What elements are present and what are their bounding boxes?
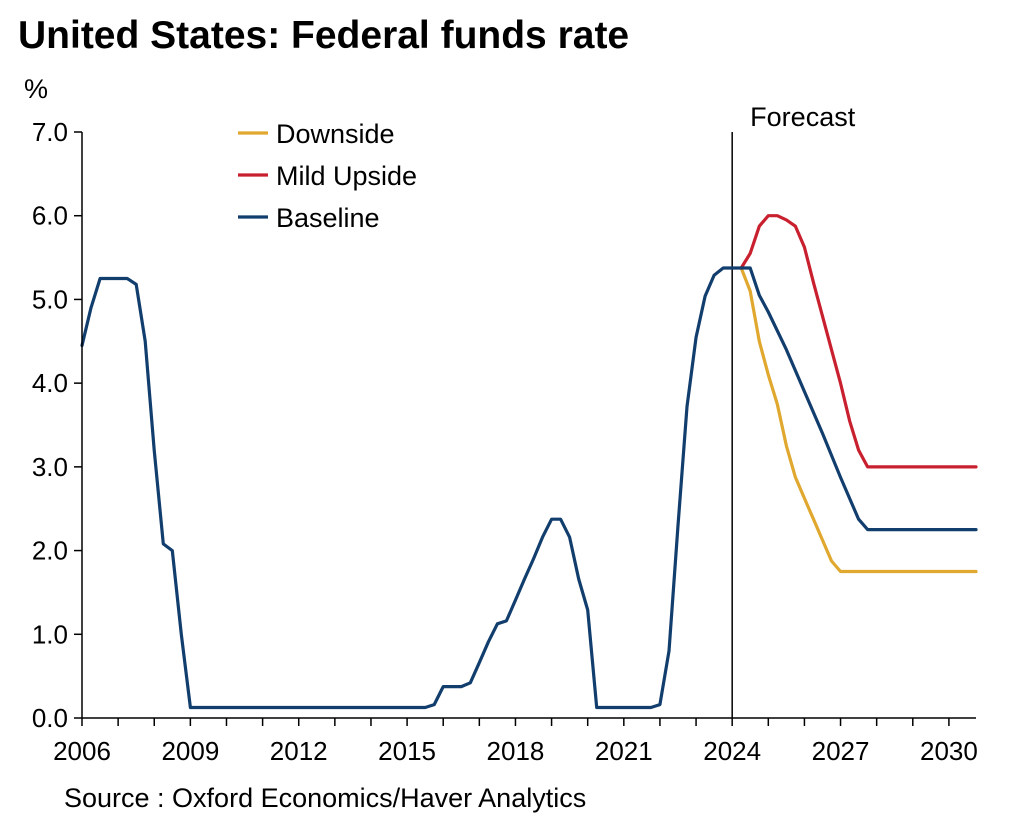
legend-label: Downside — [276, 119, 395, 149]
x-tick-label: 2024 — [703, 736, 761, 766]
x-tick-label: 2009 — [161, 736, 219, 766]
x-tick-label: 2027 — [812, 736, 870, 766]
y-tick-label: 0.0 — [32, 703, 68, 733]
y-axis-unit-label: % — [24, 74, 48, 104]
x-tick-label: 2015 — [378, 736, 436, 766]
forecast-label: Forecast — [750, 102, 856, 132]
y-tick-label: 4.0 — [32, 368, 68, 398]
y-tick-label: 1.0 — [32, 619, 68, 649]
series-lines — [80, 214, 978, 710]
y-tick-label: 3.0 — [32, 452, 68, 482]
x-tick-label: 2030 — [920, 736, 978, 766]
y-tick-label: 7.0 — [32, 117, 68, 147]
line-chart: % 0.01.02.03.04.05.06.07.0 2006 2009 2012 2… — [24, 74, 978, 766]
x-tick-label: 2018 — [487, 736, 545, 766]
y-tick-label: 2.0 — [32, 536, 68, 566]
legend-label: Baseline — [276, 203, 380, 233]
y-axis: 0.0 1.0 2.0 3.0 4.0 5.0 6.0 7.0 — [32, 117, 82, 733]
legend: Downside Mild Upside Baseline — [238, 119, 417, 233]
forecast-marker: Forecast — [731, 102, 856, 718]
series-line-downside — [739, 266, 978, 574]
x-tick-label: 2021 — [595, 736, 653, 766]
x-axis: 2006 2009 2012 2015 2018 2021 2024 2027 2030 — [53, 718, 978, 766]
chart-title: United States: Federal funds rate — [18, 14, 630, 57]
x-tick-label: 2012 — [270, 736, 328, 766]
series-line-mild-upside — [739, 214, 978, 469]
legend-label: Mild Upside — [276, 161, 417, 191]
source-note: Source : Oxford Economics/Haver Analytic… — [64, 783, 587, 813]
y-tick-label: 6.0 — [32, 201, 68, 231]
x-tick-label: 2006 — [53, 736, 111, 766]
series-line-baseline — [80, 266, 978, 710]
y-tick-label: 5.0 — [32, 284, 68, 314]
